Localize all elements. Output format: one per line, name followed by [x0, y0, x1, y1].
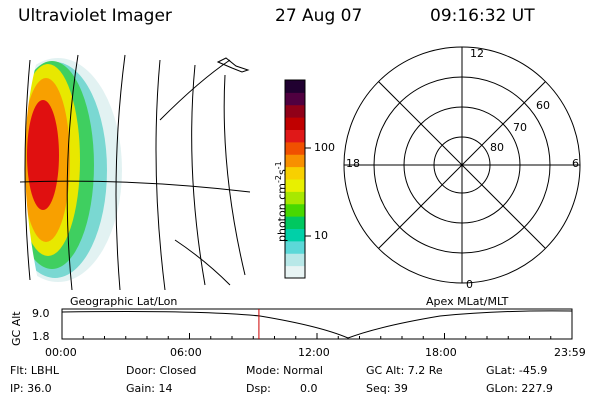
- polar-label-6: 6: [572, 157, 579, 170]
- polar-label-lat-60: 60: [536, 99, 550, 112]
- colorbar-segment: [285, 117, 305, 130]
- instrument-title: Ultraviolet Imager: [18, 6, 172, 26]
- timeline-xtick-0: 00:00: [45, 346, 77, 359]
- footer-gc-alt: GC Alt: 7.2 Re: [366, 364, 443, 377]
- timeline-xtick-2: 12:00: [298, 346, 330, 359]
- polar-label-lat-80: 80: [490, 141, 504, 154]
- colorbar-segment: [285, 216, 305, 229]
- timeline-ytick-low: 1.8: [32, 330, 50, 343]
- time-label: 09:16:32 UT: [430, 6, 535, 26]
- colorbar-segment: [285, 154, 305, 168]
- colorbar-segment: [285, 179, 305, 192]
- colorbar-segment: [285, 253, 305, 267]
- footer-filter: Flt: LBHL: [10, 364, 59, 377]
- colorbar-segment: [285, 129, 305, 143]
- footer-glat: GLat: -45.9: [486, 364, 548, 377]
- polar-label-18: 18: [346, 157, 360, 170]
- timeline-xtick-1: 06:00: [170, 346, 202, 359]
- footer-dsp: Dsp:: [246, 382, 271, 395]
- colorbar-segment: [285, 203, 305, 217]
- colorbar-segment: [285, 240, 305, 254]
- timeline-left-label: Geographic Lat/Lon: [70, 295, 178, 308]
- colorbar-segment: [285, 104, 305, 118]
- colorbar-segment: [285, 141, 305, 155]
- footer-glon: GLon: 227.9: [486, 382, 553, 395]
- footer-dsp-value: 0.0: [300, 382, 318, 395]
- timeline-xtick-3: 18:00: [425, 346, 457, 359]
- footer-gain: Gain: 14: [126, 382, 173, 395]
- timeline-xtick-4: 23:59: [554, 346, 586, 359]
- footer-ip: IP: 36.0: [10, 382, 52, 395]
- aurora-red-core: [27, 100, 59, 210]
- colorbar-segment: [285, 92, 305, 106]
- timeline-right-label: Apex MLat/MLT: [426, 295, 509, 308]
- footer-door: Door: Closed: [126, 364, 197, 377]
- colorbar-tick-10: 10: [314, 229, 328, 242]
- colorbar-segment: [285, 228, 305, 242]
- polar-label-0: 0: [466, 278, 473, 291]
- coastline: [216, 57, 250, 73]
- colorbar-tick-100: 100: [314, 141, 335, 154]
- polar-label-lat-70: 70: [513, 121, 527, 134]
- timeline-ytick-high: 9.0: [32, 307, 50, 320]
- colorbar-segment: [285, 191, 305, 205]
- date-label: 27 Aug 07: [275, 6, 363, 26]
- colorbar-segment: [285, 166, 305, 180]
- colorbar-segment: [285, 265, 305, 279]
- altitude-curve: [61, 310, 573, 339]
- polar-label-12: 12: [470, 47, 484, 60]
- colorbar-segment: [285, 80, 305, 93]
- footer-mode: Mode: Normal: [246, 364, 323, 377]
- footer-seq: Seq: 39: [366, 382, 408, 395]
